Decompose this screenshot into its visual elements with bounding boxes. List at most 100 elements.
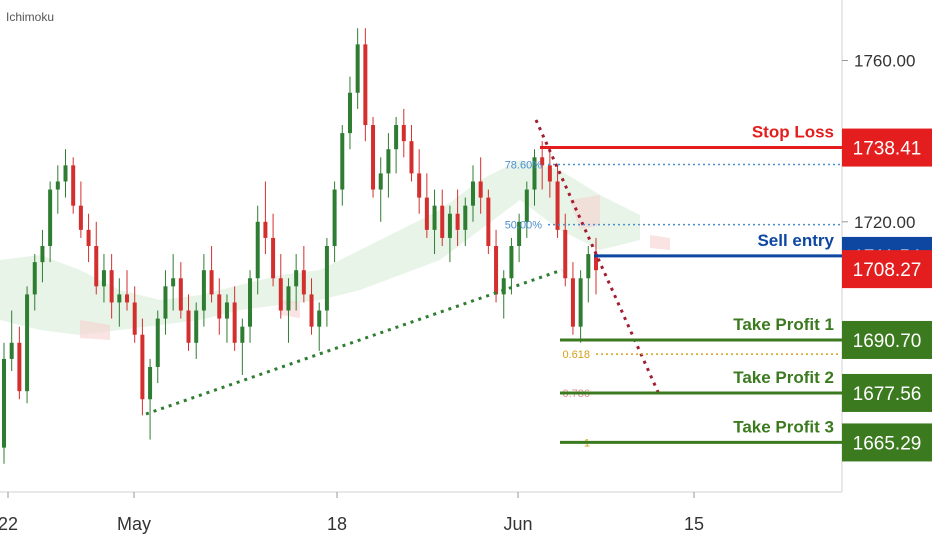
candle-body	[332, 189, 337, 246]
candle-body	[509, 246, 514, 279]
candle-body	[171, 278, 176, 287]
candle-body	[163, 286, 168, 319]
candle-body	[363, 44, 368, 126]
candle-body	[401, 125, 406, 142]
price-tag	[842, 423, 932, 462]
x-tick-label: 15	[684, 514, 704, 534]
candle-body	[417, 173, 422, 198]
candle-body	[447, 213, 452, 238]
candle-body	[547, 165, 552, 182]
candle-body	[2, 358, 6, 448]
candle-body	[240, 326, 245, 343]
candle-body	[524, 189, 529, 222]
candle-body	[540, 157, 545, 166]
candle-body	[378, 173, 383, 190]
projection-line	[534, 119, 660, 393]
candle-body	[463, 205, 468, 230]
candle-body	[486, 197, 491, 246]
candle-body	[25, 294, 30, 392]
candle-body	[586, 254, 591, 279]
candle-body	[86, 229, 91, 246]
candle-body	[125, 294, 130, 303]
candle-body	[263, 221, 268, 238]
candle-body	[155, 318, 160, 367]
price-tag-value: 1677.56	[853, 384, 922, 405]
price-tag	[842, 250, 932, 289]
candle-body	[148, 366, 153, 400]
candle-body	[17, 342, 22, 392]
candle-body	[340, 133, 345, 190]
candle-body	[117, 294, 122, 303]
x-tick-label: 22	[0, 514, 18, 534]
candle-body	[71, 165, 76, 206]
level-label: Take Profit 3	[733, 417, 834, 436]
x-tick-label: May	[117, 514, 151, 534]
candle-body	[478, 181, 483, 198]
price-tag	[842, 320, 932, 359]
fib-label: 50.00%	[505, 220, 543, 232]
candle-body	[409, 141, 414, 174]
candle-body	[563, 229, 568, 279]
candle-body	[224, 302, 229, 319]
candle-body	[294, 270, 299, 287]
candle-body	[324, 246, 329, 311]
candle-body	[248, 278, 253, 327]
candle-body	[532, 157, 537, 190]
candle-body	[394, 125, 399, 150]
candle-body	[555, 181, 560, 230]
candle-body	[194, 310, 199, 343]
candle-body	[278, 278, 283, 311]
candle-body	[594, 254, 598, 271]
y-tick-label: 1720.00	[854, 213, 915, 232]
candle-body	[347, 92, 352, 134]
candle-body	[355, 44, 360, 93]
candle-body	[48, 189, 53, 246]
candle-body	[255, 221, 260, 279]
candle-body	[424, 197, 429, 230]
candle-body	[570, 278, 575, 327]
candle-body	[301, 270, 306, 295]
x-tick-label: Jun	[503, 514, 532, 534]
candle-body	[132, 302, 137, 335]
candle-body	[432, 205, 437, 230]
candle-body	[109, 270, 114, 303]
indicator-label: Ichimoku	[6, 10, 55, 24]
fib-label: 78.60%	[505, 160, 543, 172]
candle-body	[494, 246, 499, 295]
candle-body	[209, 270, 214, 295]
price-tag-value: 1738.41	[853, 139, 922, 160]
fib-label: 0.618	[562, 349, 590, 361]
trendline-support	[145, 268, 563, 416]
price-tag-value: 1690.70	[853, 331, 922, 352]
candle-body	[578, 278, 583, 327]
candle-body	[317, 310, 322, 327]
y-tick-label: 1760.00	[854, 51, 915, 70]
x-tick-label: 18	[327, 514, 347, 534]
candle-body	[386, 149, 391, 174]
candle-body	[140, 334, 145, 400]
level-label: Sell entry	[757, 231, 834, 250]
candle-body	[217, 294, 222, 319]
candle-body	[94, 246, 99, 287]
level-label: Stop Loss	[752, 123, 834, 142]
candle-body	[455, 213, 460, 230]
candle-body	[78, 205, 83, 230]
price-tag	[842, 373, 932, 412]
candle-body	[186, 310, 191, 343]
candle-body	[40, 246, 45, 263]
level-label: Take Profit 1	[733, 315, 834, 334]
candle-body	[271, 237, 276, 279]
candle-body	[178, 278, 183, 311]
candle-body	[371, 125, 376, 190]
candle-body	[201, 270, 206, 311]
price-tag-value: 1665.29	[853, 433, 922, 454]
price-tag	[842, 128, 932, 167]
candle-body	[32, 262, 37, 295]
candle-body	[470, 181, 475, 206]
candle-body	[501, 278, 506, 295]
candle-body	[440, 205, 445, 238]
candle-body	[309, 294, 314, 327]
candle-body	[9, 342, 14, 359]
level-label: Take Profit 2	[733, 368, 834, 387]
